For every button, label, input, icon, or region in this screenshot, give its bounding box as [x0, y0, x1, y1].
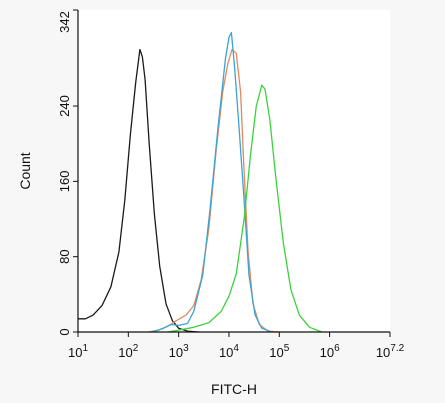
y-axis-title: Count	[17, 152, 33, 189]
x-tick-label: 103	[169, 343, 189, 360]
x-tick-label: 106	[320, 343, 340, 360]
x-tick-layer: 101 102 103 104 105 106 107.2	[68, 332, 405, 360]
histogram-series-1	[78, 48, 199, 333]
x-tick-label: 105	[269, 343, 289, 360]
x-tick-label: 102	[118, 343, 138, 360]
y-tick-label: 240	[57, 95, 72, 117]
x-axis-title: FITC-H	[211, 381, 257, 397]
x-tick-label: 101	[68, 343, 88, 360]
y-tick-label: 0	[57, 328, 72, 335]
histogram-series-3	[152, 31, 272, 333]
y-tick-label: 80	[57, 249, 72, 263]
y-tick-layer: 0 80 160 240 342	[57, 9, 78, 336]
x-tick-label: 107.2	[376, 343, 405, 360]
y-tick-label: 342	[57, 11, 72, 33]
series-layer	[78, 31, 323, 333]
y-tick-label: 160	[57, 171, 72, 193]
x-tick-label: 104	[219, 343, 239, 360]
histogram-series-4	[167, 84, 323, 333]
